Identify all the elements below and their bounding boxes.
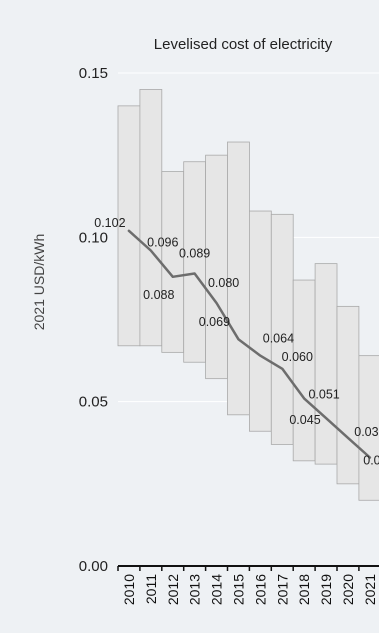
range-band-2016 [248, 210, 272, 432]
x-tick-label-2018: 2018 [296, 574, 312, 605]
data-label-2020: 0.039 [354, 425, 379, 439]
x-tick-label-2013: 2013 [187, 574, 203, 605]
data-labels: 0.102 0.096 0.088 0.089 0.080 0.069 0.064 0.060… [94, 216, 379, 468]
x-tick-label-2019: 2019 [318, 574, 334, 605]
y-tick-label-0.15: 0.15 [79, 65, 108, 82]
x-tick-label-2016: 2016 [252, 574, 268, 605]
y-tick-label-0.05: 0.05 [79, 394, 108, 411]
cost-range-bands [117, 89, 379, 501]
range-band-2011 [139, 89, 163, 347]
range-band-2017 [270, 213, 294, 445]
x-tick-label-2020: 2020 [340, 574, 356, 605]
data-label-2012: 0.088 [143, 288, 174, 302]
data-label-2013: 0.089 [179, 247, 210, 261]
range-band-2020 [336, 305, 360, 485]
x-tick-label-2014: 2014 [209, 574, 225, 605]
range-band-2014 [205, 154, 228, 380]
x-tick-label-2021: 2021 [362, 574, 378, 605]
range-band-2019 [314, 263, 338, 465]
data-label-2021: 0.033 [363, 454, 379, 468]
y-tick-label-0.10: 0.10 [79, 229, 108, 246]
y-axis-label: 2021 USD/kWh [31, 234, 47, 330]
average-cost-line [127, 229, 372, 459]
data-label-2017: 0.060 [282, 350, 313, 364]
x-tick-label-2011: 2011 [143, 574, 159, 604]
data-label-2015: 0.069 [199, 315, 230, 329]
x-tick-label-2017: 2017 [274, 574, 290, 605]
range-band-2018 [292, 279, 316, 462]
data-label-2016: 0.064 [263, 332, 294, 346]
data-label-2019: 0.045 [289, 413, 320, 427]
data-label-2011: 0.096 [147, 236, 178, 250]
axes: 0.00 0.05 0.10 0.15 2010 2011 2012 2013 2014 2015… [79, 65, 379, 605]
data-label-2014: 0.080 [208, 276, 239, 290]
range-band-2013 [183, 161, 206, 363]
x-tick-label-2015: 2015 [230, 574, 246, 605]
x-tick-label-2010: 2010 [121, 574, 137, 605]
data-label-2010: 0.102 [94, 216, 125, 230]
data-label-2018: 0.051 [308, 387, 339, 401]
range-band-2021 [358, 355, 379, 501]
x-tick-label-2012: 2012 [165, 574, 181, 605]
average-cost-line-group [127, 229, 372, 459]
y-tick-label-0.00: 0.00 [79, 558, 108, 575]
chart-title: Levelised cost of electricity [154, 36, 333, 53]
range-band-2012 [161, 171, 185, 353]
